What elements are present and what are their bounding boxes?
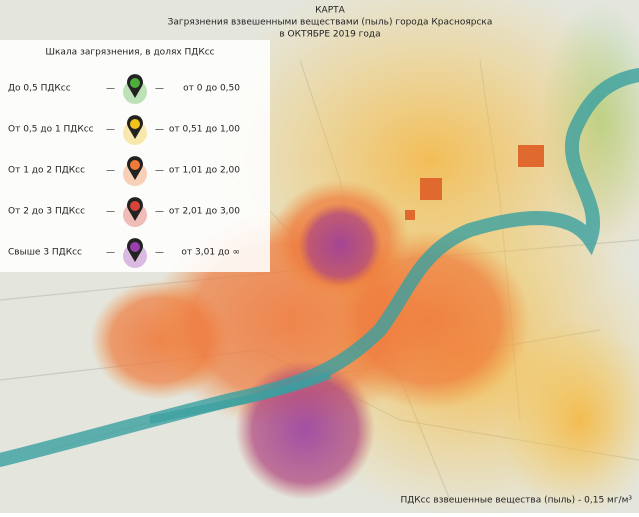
map-subtitle: Загрязнения взвешенными веществами (пыль… <box>168 18 493 28</box>
legend-separator: — <box>106 84 115 94</box>
legend-separator: — <box>155 84 164 94</box>
legend-pin-dot <box>130 201 140 211</box>
legend-pin-dot <box>130 160 140 170</box>
legend-rows: До 0,5 ПДКсс — — от 0 до 0,50 От 0,5 до 1 ПД… <box>8 74 240 268</box>
legend-label: До 0,5 ПДКсс <box>8 84 71 94</box>
legend-separator: — <box>155 125 164 135</box>
legend-pin-dot <box>130 119 140 129</box>
legend-label: От 2 до 3 ПДКсс <box>8 207 85 217</box>
legend-title: Шкала загрязнения, в долях ПДКсс <box>45 48 214 58</box>
legend-separator: — <box>106 207 115 217</box>
legend-label: Свыше 3 ПДКсс <box>8 248 82 258</box>
footer-note: ПДКсс взвешенные вещества (пыль) - 0,15 … <box>400 496 632 506</box>
legend-separator: — <box>155 248 164 258</box>
legend-separator: — <box>106 125 115 135</box>
legend-separator: — <box>106 248 115 258</box>
factory-icons <box>405 145 544 220</box>
legend-label: От 0,5 до 1 ПДКсс <box>8 125 94 135</box>
map-period: в ОКТЯБРЕ 2019 года <box>279 30 380 40</box>
legend-separator: — <box>106 166 115 176</box>
river-branch <box>149 371 332 424</box>
legend-separator: — <box>155 207 164 217</box>
legend-label: От 1 до 2 ПДКсс <box>8 166 85 176</box>
map-title: КАРТА <box>315 6 345 16</box>
legend-separator: — <box>155 166 164 176</box>
legend-pin-dot <box>130 242 140 252</box>
legend-range: от 0 до 0,50 <box>183 84 240 94</box>
legend-range: от 1,01 до 2,00 <box>169 166 240 176</box>
legend-range: от 0,51 до 1,00 <box>169 125 240 135</box>
legend-range: от 2,01 до 3,00 <box>169 207 240 217</box>
legend-pin-dot <box>130 78 140 88</box>
legend-range: от 3,01 до ∞ <box>181 248 240 258</box>
